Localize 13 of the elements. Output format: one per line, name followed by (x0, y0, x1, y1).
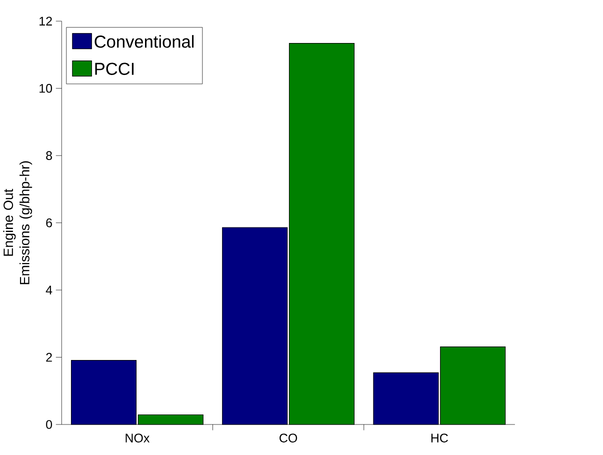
x-tick-label: CO (280, 434, 298, 442)
y-tick-label: 12 (40, 16, 52, 26)
x-tick-label: HC (431, 434, 448, 442)
y-axis-title: Engine Out Emissions (g/bhp-hr) (3, 161, 32, 284)
y-tick-label: 2 (46, 352, 52, 362)
y-tick-label: 8 (46, 151, 52, 160)
y-tick-label: 4 (46, 286, 52, 294)
y-tick-label: 10 (40, 84, 52, 93)
y-tick-label: 6 (46, 218, 52, 228)
legend-label: PCCI (95, 62, 134, 75)
x-tick-label: NOx (126, 434, 150, 442)
legend-label: Conventional (94, 34, 194, 48)
y-tick-label: 0 (46, 420, 52, 429)
